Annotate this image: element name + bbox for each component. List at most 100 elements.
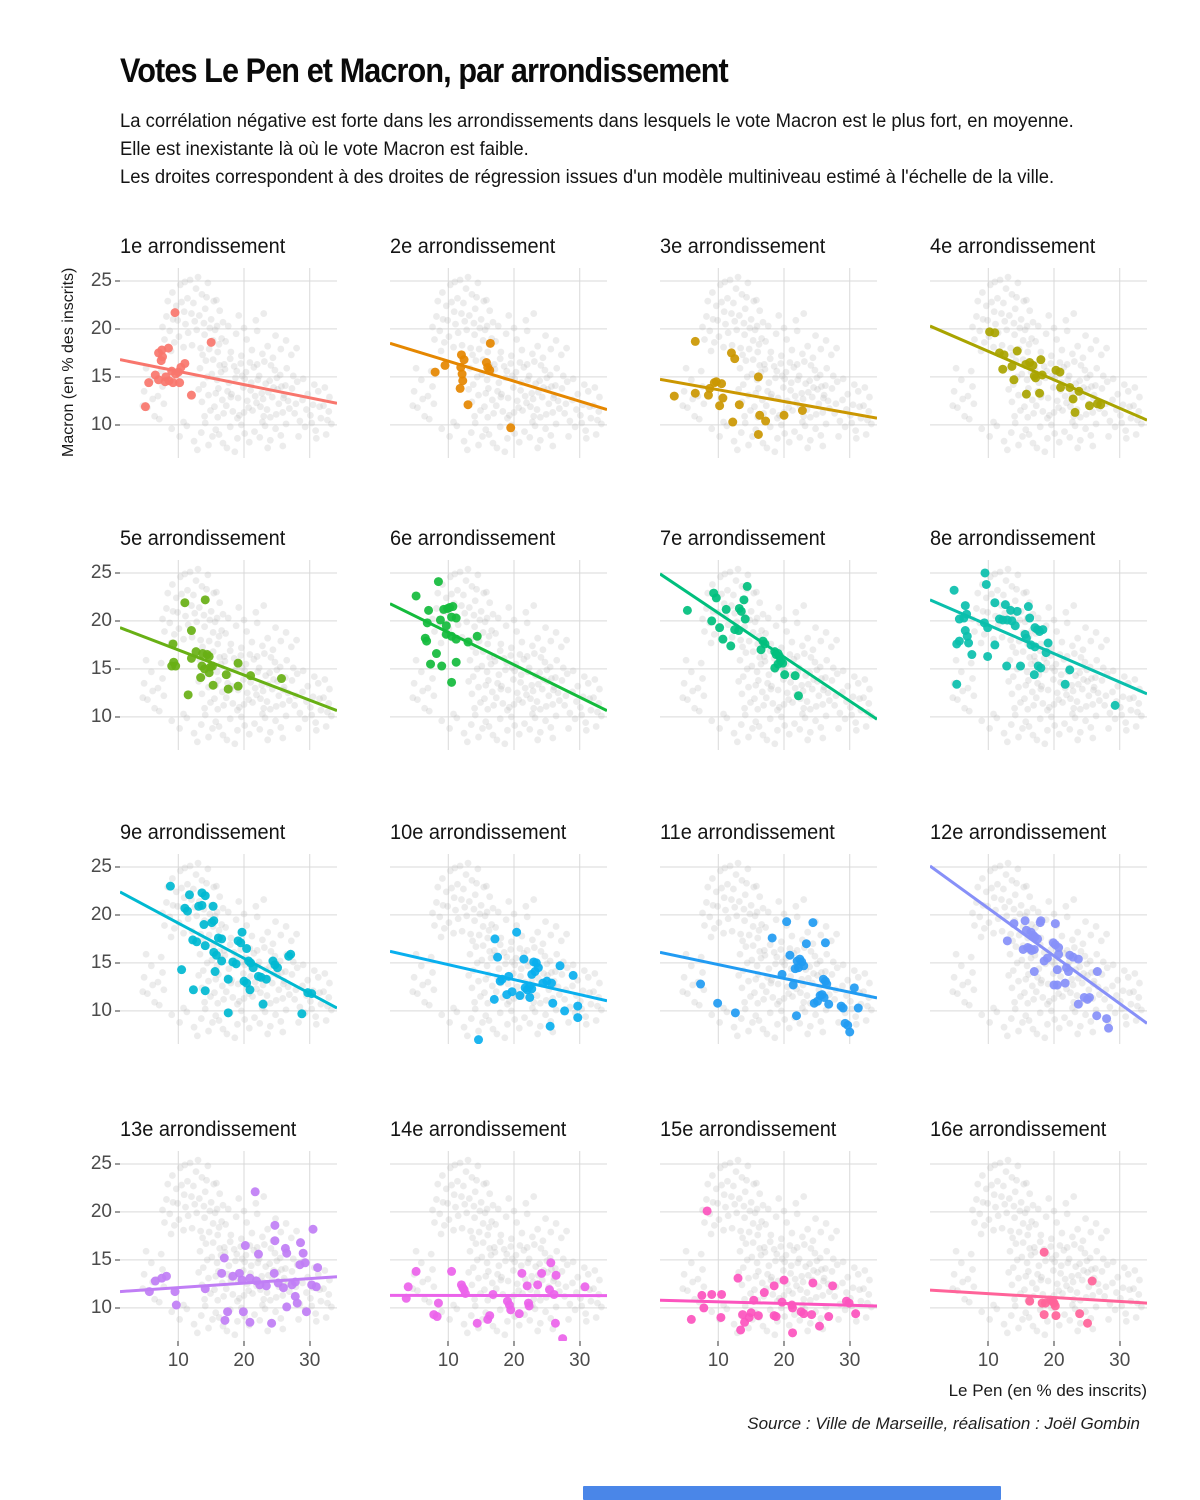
x-axis-tick-label: 20 — [233, 1350, 255, 1371]
x-axis-tick-label: 30 — [839, 1350, 861, 1371]
y-axis-tick-mark — [115, 913, 120, 916]
facet-title: 5e arrondissement — [120, 527, 286, 550]
x-axis-tick-mark — [783, 1341, 785, 1346]
x-axis-tick-mark — [987, 1341, 990, 1346]
y-axis-tick-mark — [115, 1306, 120, 1309]
x-axis-tick-label: 10 — [437, 1350, 459, 1371]
facet-panel — [120, 560, 337, 750]
y-axis-tick-label: 25 — [90, 561, 112, 583]
y-axis-tick-mark — [115, 571, 120, 574]
facet-panel — [120, 1151, 337, 1341]
background-points — [139, 273, 335, 456]
x-axis-tick-mark — [1118, 1341, 1121, 1346]
y-axis-tick-label: 20 — [90, 609, 112, 631]
y-axis-tick-label: 15 — [90, 951, 112, 973]
facet-panel — [660, 560, 877, 750]
facet-points — [165, 881, 317, 1019]
facet-panel — [660, 854, 877, 1044]
x-axis-tick-mark — [177, 1341, 180, 1346]
chart-grid — [390, 1151, 607, 1341]
facet-panel — [390, 560, 607, 750]
background-points — [679, 273, 875, 456]
subtitle-line-2: Elle est inexistante là où le vote Macro… — [120, 139, 529, 160]
chart-grid — [930, 268, 1147, 458]
facet-title: 9e arrondissement — [120, 821, 286, 844]
facet-panel — [930, 854, 1147, 1044]
x-axis-tick-mark — [848, 1341, 851, 1346]
x-axis-tick-mark — [717, 1341, 720, 1346]
chart-subtitle: La corrélation négative est forte dans l… — [120, 108, 1074, 192]
y-axis-tick-mark — [115, 1258, 120, 1261]
facet-title: 1e arrondissement — [120, 235, 286, 258]
facet-title: 4e arrondissement — [930, 235, 1096, 258]
background-points — [949, 273, 1145, 456]
y-axis-tick-label: 20 — [90, 903, 112, 925]
y-axis-tick-label: 10 — [90, 413, 112, 435]
y-axis-tick-mark — [115, 865, 120, 868]
y-axis-tick-label: 15 — [90, 657, 112, 679]
chart-grid — [660, 560, 877, 750]
y-axis-tick-label: 15 — [90, 1248, 112, 1270]
y-axis-tick-label: 20 — [90, 1200, 112, 1222]
y-axis-tick-label: 10 — [90, 999, 112, 1021]
y-axis-tick-label: 25 — [90, 269, 112, 291]
x-axis-tick-mark — [447, 1341, 450, 1346]
chart-grid — [660, 268, 877, 458]
chart-grid — [930, 854, 1147, 1044]
chart-grid — [660, 1151, 877, 1341]
facet-title: 14e arrondissement — [390, 1118, 567, 1141]
subtitle-line-1: La corrélation négative est forte dans l… — [120, 111, 1074, 132]
facet-title: 8e arrondissement — [930, 527, 1096, 550]
facet-title: 13e arrondissement — [120, 1118, 297, 1141]
facet-title: 10e arrondissement — [390, 821, 567, 844]
facet-points — [430, 338, 516, 433]
facet-panel — [660, 268, 877, 458]
facet-points — [985, 327, 1106, 417]
facet-points — [474, 927, 583, 1044]
y-axis-tick-label: 25 — [90, 855, 112, 877]
facet-title: 12e arrondissement — [930, 821, 1107, 844]
facet-points — [167, 595, 286, 700]
regression-line — [660, 377, 877, 420]
regression-line — [120, 358, 337, 405]
regression-line — [120, 890, 337, 1010]
background-points — [679, 1156, 875, 1339]
regression-line — [120, 1275, 337, 1294]
x-axis-tick-label: 30 — [299, 1350, 321, 1371]
regression-line — [660, 572, 877, 721]
chart-grid — [390, 560, 607, 750]
x-axis-title: Le Pen (en % des inscrits) — [948, 1381, 1147, 1400]
facet-points — [696, 917, 863, 1037]
y-axis-tick-label: 10 — [90, 705, 112, 727]
chart-grid — [930, 1151, 1147, 1341]
facet-points — [1002, 916, 1114, 1033]
x-axis-tick-label: 10 — [707, 1350, 729, 1371]
background-points — [139, 565, 335, 748]
x-axis-tick-mark — [308, 1341, 311, 1346]
facet-points — [686, 1206, 861, 1338]
facet-panel — [930, 268, 1147, 458]
regression-line — [930, 324, 1147, 422]
regression-line — [930, 864, 1147, 1025]
chart-grid — [120, 268, 337, 458]
y-axis-tick-mark — [115, 961, 120, 964]
background-points — [949, 1156, 1145, 1339]
x-axis-tick-mark — [1053, 1341, 1055, 1346]
regression-line — [390, 602, 607, 713]
facet-title: 16e arrondissement — [930, 1118, 1107, 1141]
x-axis-tick-mark — [578, 1341, 581, 1346]
x-axis-tick-mark — [243, 1341, 245, 1346]
y-axis-tick-mark — [115, 715, 120, 718]
facet-title: 15e arrondissement — [660, 1118, 837, 1141]
x-axis-tick-label: 10 — [977, 1350, 999, 1371]
facet-title: 7e arrondissement — [660, 527, 826, 550]
regression-line — [930, 598, 1147, 696]
subtitle-line-3: Les droites correspondent à des droites … — [120, 167, 1055, 188]
x-axis-tick-label: 30 — [1109, 1350, 1131, 1371]
y-axis-tick-label: 15 — [90, 365, 112, 387]
facet-title: 3e arrondissement — [660, 235, 826, 258]
y-axis-tick-mark — [115, 1210, 120, 1213]
x-axis-tick-label: 20 — [773, 1350, 795, 1371]
facet-title: 11e arrondissement — [660, 821, 835, 844]
